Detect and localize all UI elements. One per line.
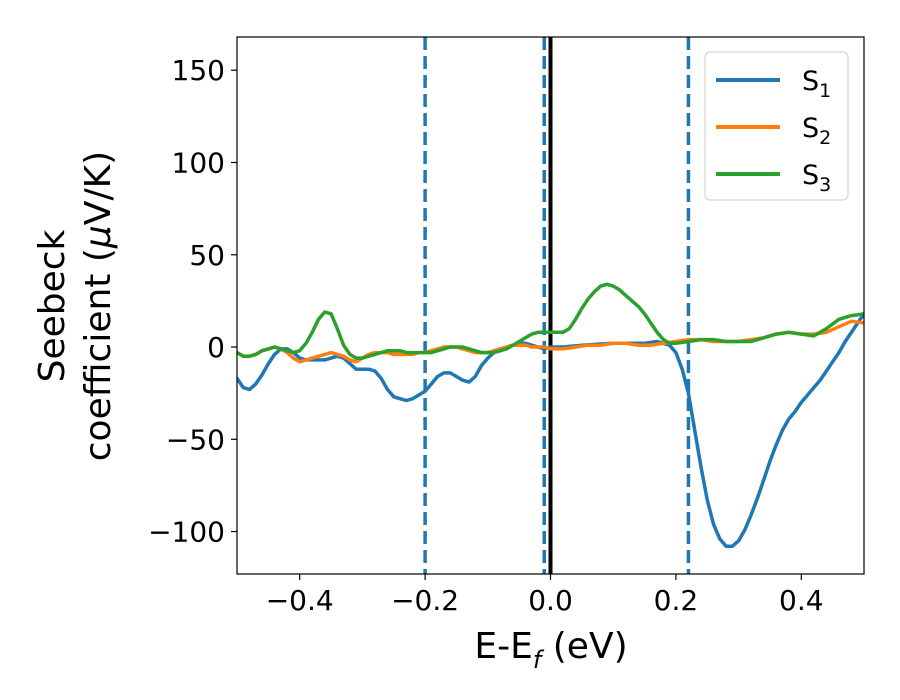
x-tick-label: −0.2 [391,584,459,617]
y-axis-label-line2: coefficient (μV/K) [78,151,119,461]
y-axis-label: Seebeck coefficient (μV/K) [32,151,119,461]
y-tick-label: 150 [172,54,225,87]
legend: S1 S2 S3 [704,51,849,201]
x-tick-label: 0.2 [654,584,699,617]
y-tick-label: 100 [172,146,225,179]
x-tick-label: 0.4 [779,584,824,617]
y-tick-label: 50 [189,239,225,272]
y-axis-ticks: −100 −50 0 50 100 150 [148,54,237,549]
series-lines [237,282,864,549]
y-axis-label-line1: Seebeck [32,229,73,382]
legend-label-s3: S3 [802,160,831,196]
x-tick-label: −0.4 [266,584,334,617]
x-tick-label: 0.0 [528,584,573,617]
y-tick-label: −100 [148,516,225,549]
legend-label-s1: S1 [802,66,831,102]
x-axis-label: E-Ef (eV) [474,626,627,674]
legend-label-s2: S2 [802,113,831,149]
vertical-reference-lines [423,37,691,574]
y-tick-label: 0 [207,331,225,364]
series-line-s3 [237,282,864,360]
x-axis-ticks: −0.4 −0.2 0.0 0.2 0.4 [266,574,824,617]
y-tick-label: −50 [166,423,225,456]
